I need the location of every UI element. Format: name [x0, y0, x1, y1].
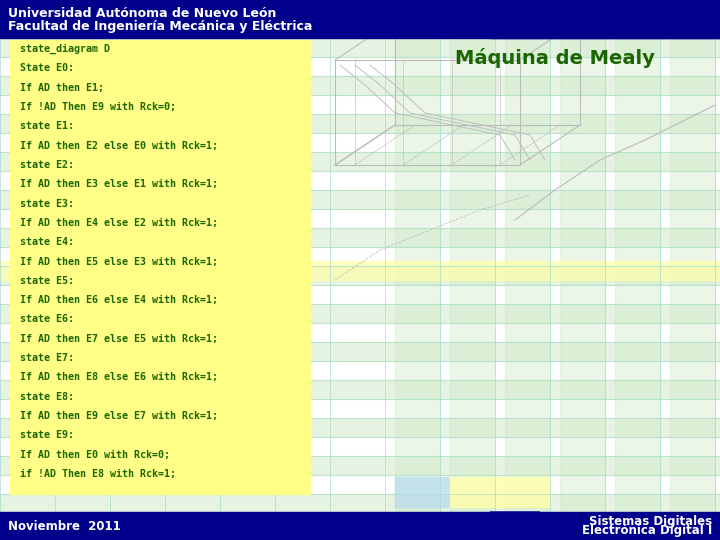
Bar: [450, 477, 550, 507]
Bar: [505, 38, 550, 512]
Bar: [0, 380, 720, 399]
Text: state E4:: state E4:: [20, 237, 74, 247]
Bar: [0, 38, 720, 512]
Bar: [0, 418, 720, 437]
Text: state E8:: state E8:: [20, 392, 74, 402]
Text: state_diagram D: state_diagram D: [20, 44, 110, 54]
Bar: [450, 38, 495, 512]
Text: If AD then E5 else E3 with Rck=1;: If AD then E5 else E3 with Rck=1;: [20, 256, 218, 267]
Text: If AD then E4 else E2 with Rck=1;: If AD then E4 else E2 with Rck=1;: [20, 218, 218, 228]
Text: state E9:: state E9:: [20, 430, 74, 441]
Text: state E7:: state E7:: [20, 353, 74, 363]
Text: Máquina de Mealy: Máquina de Mealy: [455, 48, 655, 68]
Bar: [0, 228, 720, 247]
Bar: [0, 114, 720, 133]
Bar: [0, 0, 720, 38]
Text: If !AD Then E9 with Rck=0;: If !AD Then E9 with Rck=0;: [20, 102, 176, 112]
Text: state E1:: state E1:: [20, 122, 74, 131]
Bar: [0, 261, 720, 280]
Text: If AD then E9 else E7 with Rck=1;: If AD then E9 else E7 with Rck=1;: [20, 411, 218, 421]
Bar: [0, 76, 720, 95]
Bar: [0, 190, 720, 209]
Bar: [0, 342, 720, 361]
Polygon shape: [490, 0, 720, 38]
Bar: [0, 456, 720, 475]
Text: Facultad de Ingeniería Mecánica y Eléctrica: Facultad de Ingeniería Mecánica y Eléctr…: [8, 20, 312, 33]
Text: Universidad Autónoma de Nuevo León: Universidad Autónoma de Nuevo León: [8, 7, 276, 20]
Bar: [10, 40, 310, 494]
Bar: [615, 38, 660, 512]
Text: Sistemas Digitales: Sistemas Digitales: [589, 515, 712, 528]
Bar: [0, 152, 720, 171]
Text: if !AD Then E8 with Rck=1;: if !AD Then E8 with Rck=1;: [20, 469, 176, 479]
Text: Noviembre  2011: Noviembre 2011: [8, 519, 121, 532]
Bar: [0, 512, 720, 540]
Text: If AD then E8 else E6 with Rck=1;: If AD then E8 else E6 with Rck=1;: [20, 373, 218, 382]
Bar: [395, 38, 440, 512]
Polygon shape: [490, 0, 720, 38]
Bar: [395, 477, 450, 507]
Text: state E6:: state E6:: [20, 314, 74, 325]
Text: State E0:: State E0:: [20, 63, 74, 73]
Bar: [0, 494, 720, 512]
Text: If AD then E1;: If AD then E1;: [20, 83, 104, 93]
Text: state E3:: state E3:: [20, 199, 74, 208]
Polygon shape: [490, 512, 540, 540]
Text: Electrónica Digital I: Electrónica Digital I: [582, 524, 712, 537]
Bar: [670, 38, 715, 512]
Bar: [0, 304, 720, 323]
Text: state E2:: state E2:: [20, 160, 74, 170]
Text: If AD then E7 else E5 with Rck=1;: If AD then E7 else E5 with Rck=1;: [20, 334, 218, 344]
Text: If AD then E3 else E1 with Rck=1;: If AD then E3 else E1 with Rck=1;: [20, 179, 218, 189]
Bar: [0, 266, 720, 285]
Text: state E5:: state E5:: [20, 276, 74, 286]
Bar: [560, 38, 605, 512]
Text: If AD then E6 else E4 with Rck=1;: If AD then E6 else E4 with Rck=1;: [20, 295, 218, 305]
Bar: [0, 38, 720, 57]
Text: If AD then E0 with Rck=0;: If AD then E0 with Rck=0;: [20, 450, 170, 460]
Text: If AD then E2 else E0 with Rck=1;: If AD then E2 else E0 with Rck=1;: [20, 140, 218, 151]
